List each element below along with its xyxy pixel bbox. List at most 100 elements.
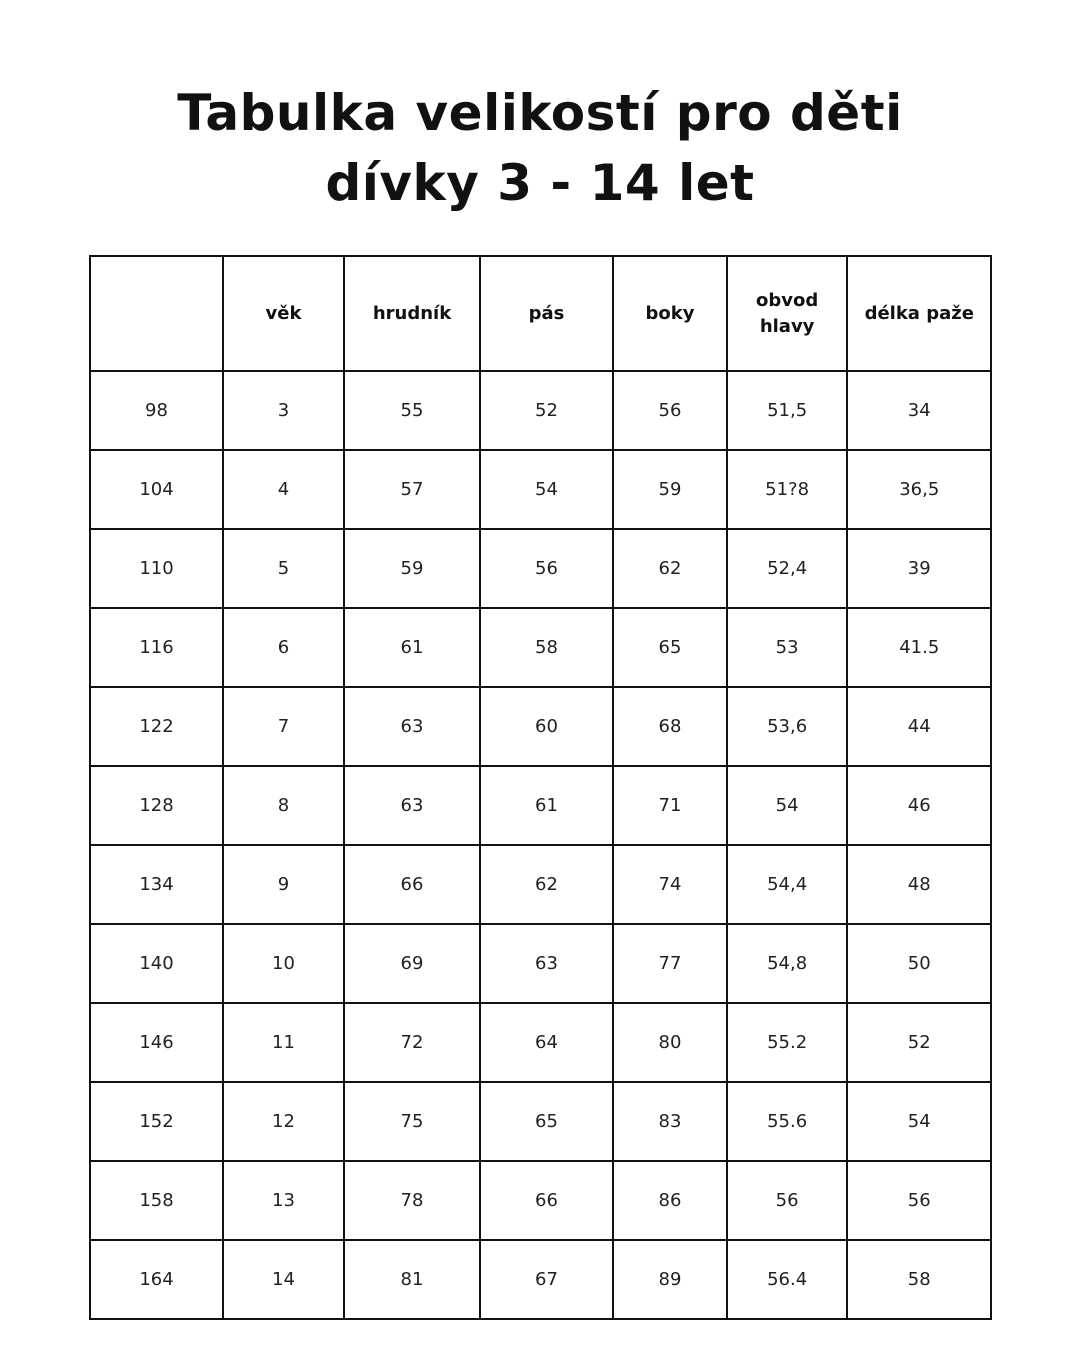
cell-age: 9 bbox=[222, 844, 345, 925]
table-row: 122 7 63 60 68 53,6 44 bbox=[89, 686, 993, 767]
cell-waist: 52 bbox=[479, 370, 614, 451]
cell-size: 128 bbox=[89, 765, 224, 846]
cell-arm-length: 50 bbox=[846, 923, 993, 1004]
cell-chest: 63 bbox=[343, 765, 481, 846]
cell-size: 152 bbox=[89, 1081, 224, 1162]
table-row: 98 3 55 52 56 51,5 34 bbox=[89, 370, 993, 451]
table-row: 158 13 78 66 86 56 56 bbox=[89, 1160, 993, 1241]
cell-hips: 71 bbox=[612, 765, 728, 846]
cell-size: 122 bbox=[89, 686, 224, 767]
cell-chest: 55 bbox=[343, 370, 481, 451]
cell-waist: 56 bbox=[479, 528, 614, 609]
cell-hips: 65 bbox=[612, 607, 728, 688]
column-header-head-circumference: obvod hlavy bbox=[725, 255, 849, 372]
cell-head-circumference: 55.6 bbox=[725, 1081, 849, 1162]
cell-chest: 63 bbox=[343, 686, 481, 767]
cell-hips: 89 bbox=[612, 1239, 728, 1320]
column-header-waist: pás bbox=[479, 255, 614, 372]
cell-waist: 66 bbox=[479, 1160, 614, 1241]
cell-arm-length: 58 bbox=[846, 1239, 993, 1320]
table-row: 146 11 72 64 80 55.2 52 bbox=[89, 1002, 993, 1083]
cell-head-circumference: 55.2 bbox=[725, 1002, 849, 1083]
cell-head-circumference: 51,5 bbox=[725, 370, 849, 451]
cell-arm-length: 48 bbox=[846, 844, 993, 925]
cell-waist: 58 bbox=[479, 607, 614, 688]
cell-waist: 62 bbox=[479, 844, 614, 925]
table-row: 128 8 63 61 71 54 46 bbox=[89, 765, 993, 846]
cell-arm-length: 39 bbox=[846, 528, 993, 609]
cell-size: 134 bbox=[89, 844, 224, 925]
cell-waist: 65 bbox=[479, 1081, 614, 1162]
table-row: 110 5 59 56 62 52,4 39 bbox=[89, 528, 993, 609]
cell-head-circumference: 54,4 bbox=[725, 844, 849, 925]
page-title-line-2: dívky 3 - 14 let bbox=[325, 154, 755, 212]
table-row: 134 9 66 62 74 54,4 48 bbox=[89, 844, 993, 925]
cell-hips: 80 bbox=[612, 1002, 728, 1083]
cell-head-circumference: 53,6 bbox=[725, 686, 849, 767]
column-header-age: věk bbox=[222, 255, 345, 372]
cell-arm-length: 52 bbox=[846, 1002, 993, 1083]
cell-waist: 61 bbox=[479, 765, 614, 846]
cell-hips: 77 bbox=[612, 923, 728, 1004]
cell-head-circumference: 51?8 bbox=[725, 449, 849, 530]
cell-arm-length: 34 bbox=[846, 370, 993, 451]
cell-head-circumference: 56.4 bbox=[725, 1239, 849, 1320]
cell-size: 116 bbox=[89, 607, 224, 688]
cell-chest: 59 bbox=[343, 528, 481, 609]
cell-size: 158 bbox=[89, 1160, 224, 1241]
cell-age: 8 bbox=[222, 765, 345, 846]
cell-age: 4 bbox=[222, 449, 345, 530]
cell-hips: 56 bbox=[612, 370, 728, 451]
page-title-line-1: Tabulka velikostí pro děti bbox=[177, 84, 903, 142]
cell-chest: 81 bbox=[343, 1239, 481, 1320]
cell-head-circumference: 54 bbox=[725, 765, 849, 846]
cell-chest: 75 bbox=[343, 1081, 481, 1162]
cell-arm-length: 36,5 bbox=[846, 449, 993, 530]
cell-head-circumference: 53 bbox=[725, 607, 849, 688]
cell-arm-length: 56 bbox=[846, 1160, 993, 1241]
cell-hips: 74 bbox=[612, 844, 728, 925]
cell-hips: 62 bbox=[612, 528, 728, 609]
cell-age: 10 bbox=[222, 923, 345, 1004]
cell-size: 110 bbox=[89, 528, 224, 609]
cell-hips: 83 bbox=[612, 1081, 728, 1162]
cell-arm-length: 54 bbox=[846, 1081, 993, 1162]
size-chart-table: věk hrudník pás boky obvod hlavy délka paže 9… bbox=[89, 255, 993, 1320]
cell-chest: 66 bbox=[343, 844, 481, 925]
cell-head-circumference: 54,8 bbox=[725, 923, 849, 1004]
cell-age: 11 bbox=[222, 1002, 345, 1083]
cell-age: 3 bbox=[222, 370, 345, 451]
table-row: 164 14 81 67 89 56.4 58 bbox=[89, 1239, 993, 1320]
cell-size: 164 bbox=[89, 1239, 224, 1320]
cell-hips: 59 bbox=[612, 449, 728, 530]
cell-arm-length: 41.5 bbox=[846, 607, 993, 688]
cell-hips: 86 bbox=[612, 1160, 728, 1241]
cell-age: 7 bbox=[222, 686, 345, 767]
table-row: 116 6 61 58 65 53 41.5 bbox=[89, 607, 993, 688]
table-row: 152 12 75 65 83 55.6 54 bbox=[89, 1081, 993, 1162]
cell-head-circumference: 52,4 bbox=[725, 528, 849, 609]
column-header-hips: boky bbox=[612, 255, 728, 372]
table-header-row: věk hrudník pás boky obvod hlavy délka paže bbox=[89, 255, 993, 372]
cell-waist: 67 bbox=[479, 1239, 614, 1320]
cell-head-circumference: 56 bbox=[725, 1160, 849, 1241]
cell-chest: 57 bbox=[343, 449, 481, 530]
cell-waist: 64 bbox=[479, 1002, 614, 1083]
cell-age: 5 bbox=[222, 528, 345, 609]
cell-size: 146 bbox=[89, 1002, 224, 1083]
cell-age: 13 bbox=[222, 1160, 345, 1241]
cell-arm-length: 44 bbox=[846, 686, 993, 767]
cell-size: 140 bbox=[89, 923, 224, 1004]
cell-size: 104 bbox=[89, 449, 224, 530]
table-row: 104 4 57 54 59 51?8 36,5 bbox=[89, 449, 993, 530]
cell-size: 98 bbox=[89, 370, 224, 451]
column-header-size bbox=[89, 255, 224, 372]
cell-waist: 63 bbox=[479, 923, 614, 1004]
cell-age: 6 bbox=[222, 607, 345, 688]
cell-hips: 68 bbox=[612, 686, 728, 767]
column-header-arm-length: délka paže bbox=[846, 255, 993, 372]
cell-chest: 69 bbox=[343, 923, 481, 1004]
cell-age: 14 bbox=[222, 1239, 345, 1320]
column-header-chest: hrudník bbox=[343, 255, 481, 372]
cell-age: 12 bbox=[222, 1081, 345, 1162]
